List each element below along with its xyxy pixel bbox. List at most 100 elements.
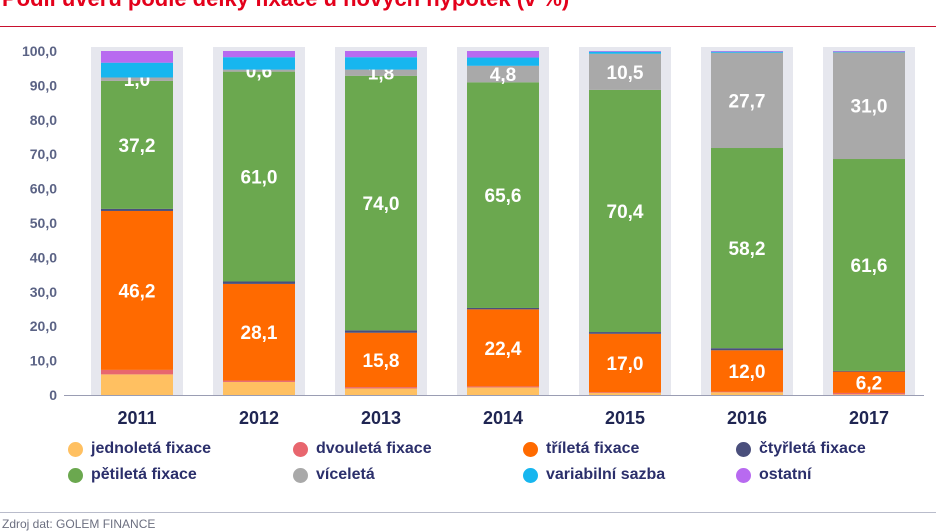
x-tick-label: 2015 (605, 408, 645, 428)
y-tick-label: 40,0 (30, 249, 57, 265)
y-tick-label: 50,0 (30, 215, 57, 231)
data-label-trileta: 46,2 (119, 281, 156, 302)
data-label-viceleta: 4,8 (490, 65, 516, 86)
legend-label: pětiletá fixace (91, 466, 197, 483)
bar-segment-trileta (711, 350, 783, 392)
bar-segment-jednoleta (711, 392, 783, 395)
bar-segment-ostatni (711, 51, 783, 52)
chart-title: Podíl úvěrů podle délky fixace u nových … (2, 0, 569, 12)
y-tick-label: 70,0 (30, 146, 57, 162)
bar-segment-petileta (833, 159, 905, 371)
legend-item-dvouleta: dvouletá fixace (293, 440, 432, 458)
bar-segment-ctyrleta (467, 307, 539, 310)
bar-segment-petileta (223, 71, 295, 282)
x-tick-label: 2016 (727, 408, 767, 428)
bar-segment-ctyrleta (223, 281, 295, 284)
data-label-viceleta: 31,0 (851, 97, 888, 118)
bar-segment-trileta (345, 332, 417, 388)
bar-segment-viceleta (833, 52, 905, 160)
bar-segment-variabilni (101, 62, 173, 78)
y-tick-label: 80,0 (30, 112, 57, 128)
data-label-trileta: 12,0 (729, 362, 766, 383)
bar-segment-viceleta (101, 77, 173, 81)
legend-swatch (68, 467, 83, 483)
bar-segment-trileta (833, 371, 905, 393)
data-label-petileta: 74,0 (363, 194, 400, 215)
bar-segment-dvouleta (467, 386, 539, 388)
data-label-petileta: 58,2 (729, 239, 766, 260)
legend-label: jednoletá fixace (91, 440, 212, 457)
bar-segment-viceleta (711, 52, 783, 149)
bar-segment-petileta (101, 80, 173, 209)
bar-segment-ostatni (345, 51, 417, 58)
legend-label: čtyřletá fixace (759, 440, 866, 457)
bar-segment-variabilni (833, 51, 905, 53)
bar-segment-dvouleta (223, 380, 295, 382)
bar-segment-petileta (345, 75, 417, 331)
legend-swatch (523, 467, 538, 483)
x-tick-label: 2011 (117, 408, 156, 428)
legend-item-ostatni: ostatní (736, 466, 811, 484)
bar-segment-jednoleta (833, 394, 905, 395)
bar-segment-petileta (589, 89, 661, 333)
legend-swatch (293, 467, 308, 483)
data-label-petileta: 61,6 (851, 256, 888, 277)
data-label-trileta: 6,2 (856, 373, 882, 394)
x-tick-label: 2014 (483, 408, 523, 428)
bar-segment-ctyrleta (711, 348, 783, 351)
bar-segment-variabilni (345, 57, 417, 70)
bar-segment-variabilni (467, 57, 539, 66)
y-tick-label: 10,0 (30, 353, 57, 369)
bar-segment-trileta (589, 333, 661, 393)
legend-label: dvouletá fixace (316, 440, 432, 457)
data-label-petileta: 65,6 (485, 186, 522, 207)
bar-segment-ostatni (589, 51, 661, 52)
bar-segment-viceleta (223, 69, 295, 72)
data-label-petileta: 61,0 (241, 168, 278, 189)
bar-segment-jednoleta (345, 388, 417, 395)
data-label-petileta: 37,2 (119, 136, 156, 157)
data-label-trileta: 15,8 (363, 351, 400, 372)
bar-segment-viceleta (467, 65, 539, 83)
bar-segment-jednoleta (467, 387, 539, 395)
bar-segment-dvouleta (101, 369, 173, 375)
legend-item-ctyrleta: čtyřletá fixace (736, 440, 866, 458)
bar-segment-petileta (711, 148, 783, 349)
bar-segment-ctyrleta (345, 330, 417, 333)
bar-segment-ostatni (833, 51, 905, 52)
bar-segment-variabilni (711, 51, 783, 53)
bar-segment-viceleta (345, 69, 417, 76)
bar-segment-ctyrleta (589, 332, 661, 334)
data-label-trileta: 28,1 (241, 323, 278, 344)
data-label-viceleta: 27,7 (729, 91, 766, 112)
legend-swatch (293, 441, 308, 457)
y-tick-label: 90,0 (30, 77, 57, 93)
legend-label: variabilní sazba (546, 466, 666, 483)
y-tick-label: 100,0 (22, 43, 57, 59)
legend-label: víceletá (316, 466, 375, 483)
source-note: Zdroj dat: GOLEM FINANCE (2, 517, 156, 531)
bar-segment-viceleta (589, 53, 661, 90)
legend-swatch (736, 467, 751, 483)
bar-segment-trileta (223, 283, 295, 381)
title-divider (0, 26, 936, 27)
x-tick-label: 2013 (361, 408, 401, 428)
bar-segment-variabilni (223, 57, 295, 70)
y-tick-label: 30,0 (30, 284, 57, 300)
bar-segment-ostatni (223, 51, 295, 58)
legend-swatch (523, 441, 538, 457)
x-tick-label: 2017 (849, 408, 889, 428)
bar-segment-variabilni (589, 51, 661, 54)
bar-segment-jednoleta (589, 392, 661, 395)
data-label-petileta: 70,4 (607, 202, 644, 223)
y-tick-label: 20,0 (30, 318, 57, 334)
y-tick-label: 60,0 (30, 181, 57, 197)
data-label-trileta: 17,0 (607, 354, 644, 375)
data-label-viceleta: 10,5 (607, 63, 644, 84)
stacked-bar-chart: 0 10,0 20,0 30,0 40,0 50,0 60,0 70,0 80,0 90,0 100… (22, 43, 924, 428)
legend-item-variabilni: variabilní sazba (523, 466, 665, 484)
legend-item-viceleta: víceletá (293, 466, 375, 484)
x-tick-label: 2012 (239, 408, 279, 428)
legend-swatch (736, 441, 751, 457)
legend-swatch (68, 441, 83, 457)
